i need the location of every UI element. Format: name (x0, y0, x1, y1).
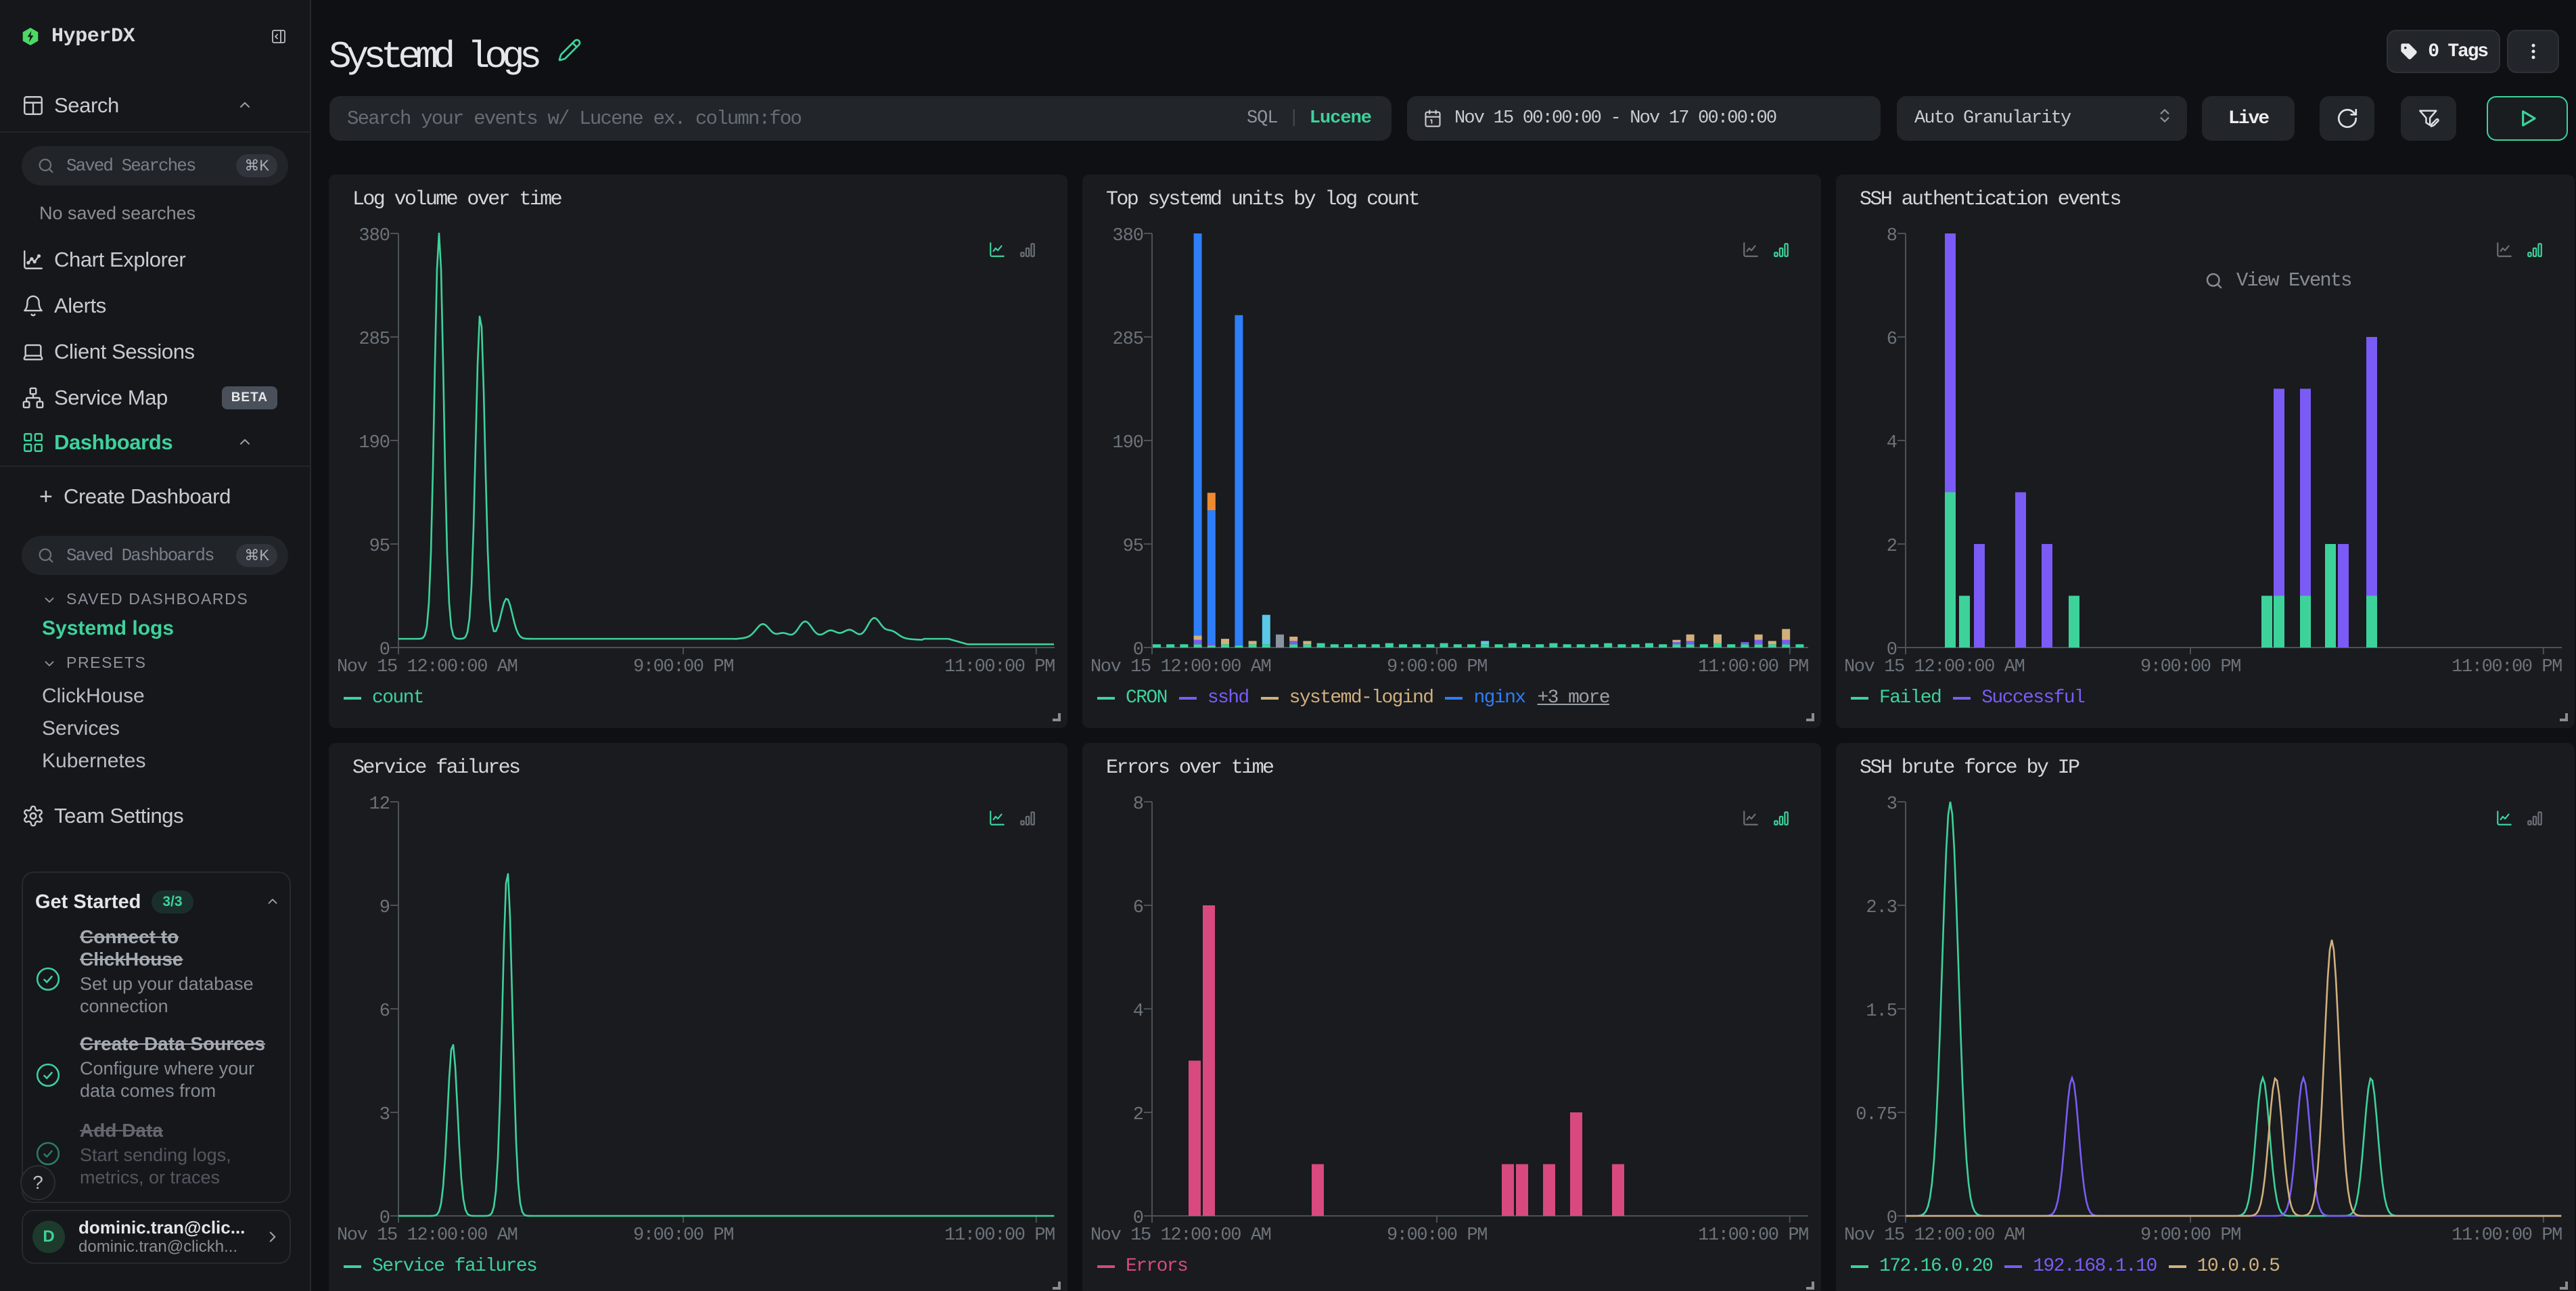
svg-text:Nov 15 12:00:00 AM: Nov 15 12:00:00 AM (1844, 1225, 2025, 1246)
svg-text:3: 3 (380, 1105, 390, 1125)
svg-text:95: 95 (1123, 537, 1143, 557)
svg-text:2.3: 2.3 (1866, 898, 1897, 918)
svg-text:11:00:00 PM: 11:00:00 PM (1698, 657, 1808, 677)
svg-text:4: 4 (1133, 1001, 1143, 1022)
svg-text:11:00:00 PM: 11:00:00 PM (944, 1225, 1055, 1246)
svg-text:11:00:00 PM: 11:00:00 PM (2452, 657, 2562, 677)
svg-text:9:00:00 PM: 9:00:00 PM (633, 1225, 733, 1246)
svg-text:9:00:00 PM: 9:00:00 PM (633, 657, 733, 677)
svg-text:0: 0 (1133, 640, 1143, 660)
svg-text:9:00:00 PM: 9:00:00 PM (1387, 1225, 1487, 1246)
svg-text:0.75: 0.75 (1856, 1105, 1897, 1125)
svg-text:0: 0 (1133, 1208, 1143, 1229)
svg-text:Nov 15 12:00:00 AM: Nov 15 12:00:00 AM (337, 657, 518, 677)
svg-text:285: 285 (359, 330, 390, 350)
svg-text:4: 4 (1887, 433, 1897, 453)
svg-text:Nov 15 12:00:00 AM: Nov 15 12:00:00 AM (1090, 1225, 1271, 1246)
svg-text:0: 0 (380, 1208, 390, 1229)
svg-text:11:00:00 PM: 11:00:00 PM (2452, 1225, 2562, 1246)
svg-text:190: 190 (359, 433, 390, 453)
svg-text:11:00:00 PM: 11:00:00 PM (1698, 1225, 1808, 1246)
svg-text:0: 0 (1887, 1208, 1897, 1229)
svg-text:285: 285 (1112, 330, 1143, 350)
svg-text:Nov 15 12:00:00 AM: Nov 15 12:00:00 AM (1090, 657, 1271, 677)
svg-text:9: 9 (380, 898, 390, 918)
svg-text:12: 12 (369, 794, 390, 815)
svg-text:9:00:00 PM: 9:00:00 PM (2140, 657, 2240, 677)
svg-text:6: 6 (1887, 330, 1897, 350)
svg-text:2: 2 (1133, 1105, 1143, 1125)
svg-text:190: 190 (1112, 433, 1143, 453)
svg-text:8: 8 (1887, 226, 1897, 246)
svg-text:3: 3 (1887, 794, 1897, 815)
svg-text:0: 0 (380, 640, 390, 660)
svg-text:95: 95 (369, 537, 390, 557)
svg-text:2: 2 (1887, 537, 1897, 557)
svg-text:9:00:00 PM: 9:00:00 PM (2140, 1225, 2240, 1246)
svg-text:11:00:00 PM: 11:00:00 PM (944, 657, 1055, 677)
svg-text:1.5: 1.5 (1866, 1001, 1897, 1022)
svg-text:9:00:00 PM: 9:00:00 PM (1387, 657, 1487, 677)
svg-text:Nov 15 12:00:00 AM: Nov 15 12:00:00 AM (1844, 657, 2025, 677)
svg-text:380: 380 (359, 226, 390, 246)
svg-text:380: 380 (1112, 226, 1143, 246)
svg-text:6: 6 (1133, 898, 1143, 918)
svg-text:8: 8 (1133, 794, 1143, 815)
svg-text:Nov 15 12:00:00 AM: Nov 15 12:00:00 AM (337, 1225, 518, 1246)
svg-text:6: 6 (380, 1001, 390, 1022)
svg-text:0: 0 (1887, 640, 1897, 660)
